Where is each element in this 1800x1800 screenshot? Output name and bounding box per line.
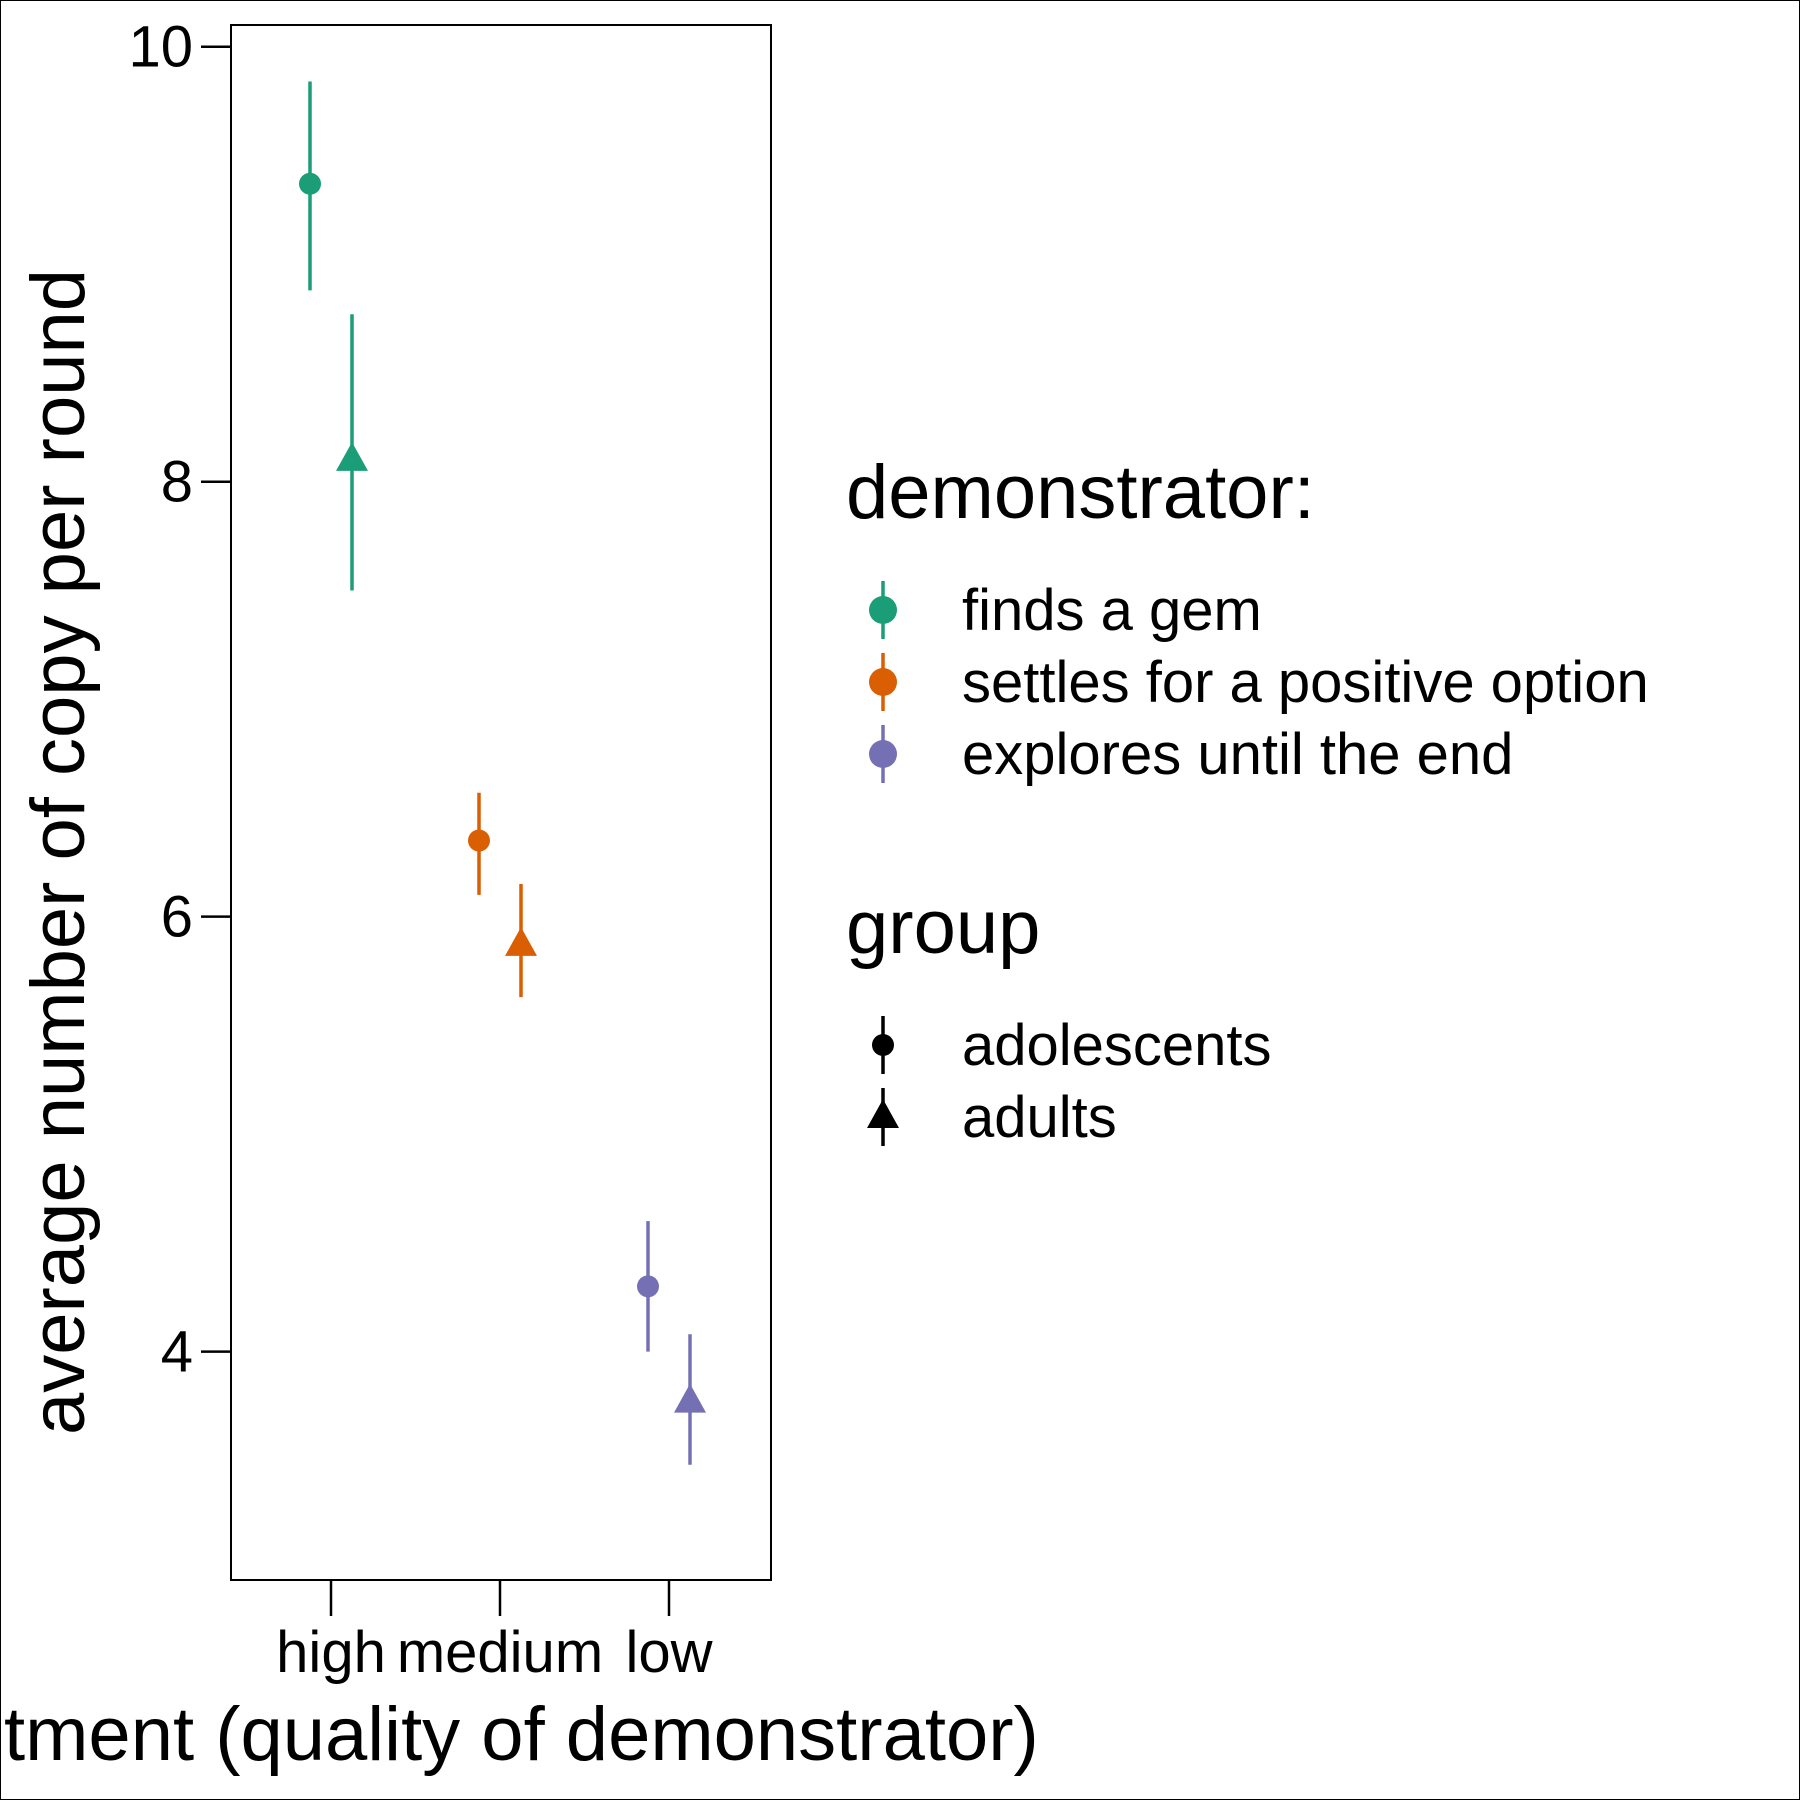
legend-label: explores until the end [962, 722, 1513, 787]
data-point [637, 1275, 659, 1298]
y-axis-label: average number of copy per round [16, 269, 101, 1435]
legend-label: finds a gem [962, 578, 1262, 643]
data-point [505, 927, 537, 956]
x-tick-label: medium [397, 1620, 603, 1685]
legend-label: adolescents [962, 1013, 1272, 1078]
x-axis: high medium low [276, 1580, 714, 1685]
data-marks [299, 81, 706, 1465]
legend-title: group [846, 885, 1040, 970]
legend-title: demonstrator: [846, 450, 1315, 535]
legend-key-dot [869, 596, 897, 624]
legend: demonstrator: finds a gem settles for a po… [846, 450, 1649, 1150]
legend-key-dot [869, 740, 897, 768]
legend-key-triangle [867, 1099, 899, 1128]
y-tick-label: 6 [161, 885, 193, 950]
y-tick-label: 4 [161, 1320, 193, 1385]
legend-key-dot [869, 668, 897, 696]
legend-key-circle [872, 1034, 894, 1056]
legend-label: adults [962, 1085, 1117, 1150]
data-point [299, 172, 321, 195]
y-tick-label: 8 [161, 450, 193, 515]
legend-label: settles for a positive option [962, 650, 1649, 715]
data-point [468, 829, 490, 852]
y-tick-label: 10 [128, 15, 193, 80]
data-point [336, 442, 368, 471]
x-tick-label: high [276, 1620, 386, 1685]
x-tick-label: low [625, 1620, 713, 1685]
data-point [674, 1383, 706, 1413]
y-axis: 4 6 8 10 [128, 15, 231, 1385]
x-axis-label: tment (quality of demonstrator) [4, 1692, 1039, 1777]
